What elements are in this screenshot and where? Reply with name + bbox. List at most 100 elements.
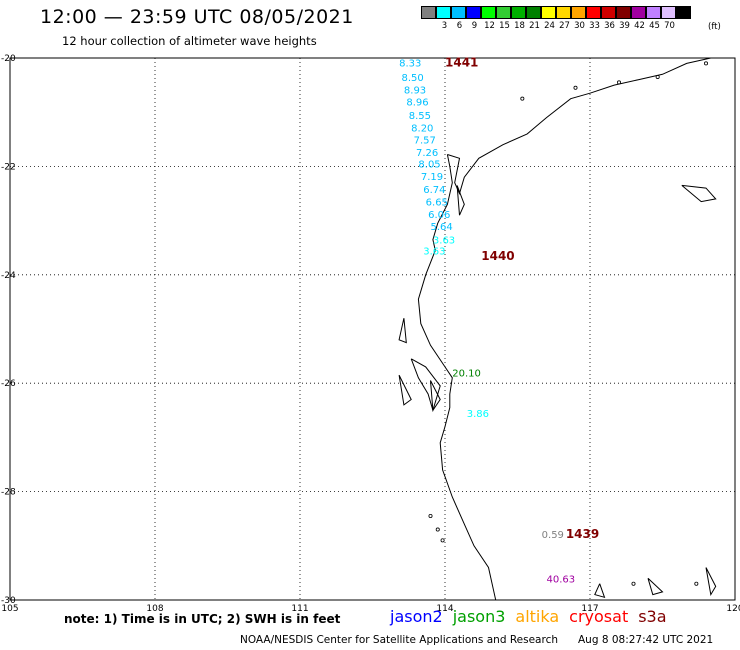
legend-bin: 42: [631, 6, 647, 31]
legend-swatch: [511, 6, 526, 19]
wave-height-value: 8.93: [404, 85, 426, 96]
coastline-segment: [430, 380, 441, 412]
map-subtitle: 12 hour collection of altimeter wave hei…: [62, 34, 317, 48]
legend-bin-label: 6: [456, 21, 463, 31]
axis-labels: 105 108 111 114 117 120 -20 -22 -24 -26 -28 -30: [1, 54, 740, 614]
wave-height-value: 7.26: [416, 148, 438, 159]
legend-bin: 36: [601, 6, 617, 31]
coastline-segment: [447, 57, 711, 195]
island: [520, 96, 525, 101]
coastline: [398, 57, 717, 601]
legend-bin-label: 15: [499, 21, 510, 31]
wave-height-value: 3.63: [423, 246, 445, 257]
legend-bin: 45: [646, 6, 662, 31]
wave-height-value: 8.05: [418, 160, 440, 171]
legend-swatch: [676, 6, 691, 19]
inland-lake: [705, 567, 717, 597]
legend-swatch: [661, 6, 676, 19]
lat-tick-label: -22: [1, 162, 16, 172]
map-title: 12:00 — 23:59 UTC 08/05/2021: [40, 6, 354, 28]
color-scale-legend: 3 6 9 12 15 18 21 24 27 30 33 36 39 42 45 70: [421, 6, 692, 31]
lon-tick-label: 114: [436, 604, 453, 614]
wave-height-labels: 8.33 8.508.938.96 8.558.207.57 7.268.057.19…: [399, 58, 575, 585]
legend-bin-label: 30: [574, 21, 585, 31]
legend-bin: 9: [466, 6, 482, 31]
pass-number-label: 1441: [445, 55, 478, 69]
satellite-legend: jason2 jason3 altika cryosat s3a: [390, 607, 677, 626]
satellite-legend-item: s3a: [638, 607, 667, 626]
legend-bin: 24: [541, 6, 557, 31]
legend-swatch: [541, 6, 556, 19]
lat-tick-label: -30: [1, 596, 16, 606]
wave-height-value: 8.96: [406, 97, 428, 108]
legend-bin: [676, 6, 692, 31]
wave-height-value: 8.50: [402, 73, 424, 84]
legend-bin-label: 70: [664, 21, 675, 31]
satellite-legend-item: cryosat: [569, 607, 629, 626]
legend-bin: [421, 6, 437, 31]
inland-lake: [594, 583, 606, 599]
lat-tick-label: -20: [1, 54, 16, 64]
legend-bin-label: 18: [514, 21, 525, 31]
island: [435, 527, 440, 532]
legend-bin: 18: [511, 6, 527, 31]
legend-swatch: [601, 6, 616, 19]
wave-height-value: 3.86: [467, 409, 489, 420]
island: [440, 538, 445, 543]
lon-tick-label: 105: [1, 604, 18, 614]
legend-bin-label: 3: [441, 21, 448, 31]
lat-tick-label: -28: [1, 488, 16, 498]
coastline-segment: [456, 185, 465, 216]
legend-bin-label: 36: [604, 21, 615, 31]
wave-height-value: 5.64: [431, 222, 453, 233]
lon-tick-label: 117: [581, 604, 598, 614]
lon-tick-label: 108: [146, 604, 163, 614]
wave-height-value: 3.63: [433, 236, 455, 247]
legend-swatch: [586, 6, 601, 19]
legend-bin: 15: [496, 6, 512, 31]
wave-height-value: 20.10: [452, 368, 481, 379]
legend-bin-label: 39: [619, 21, 630, 31]
coastline-segment: [398, 374, 412, 406]
pass-number-label: 1440: [481, 249, 514, 263]
legend-swatch: [556, 6, 571, 19]
wave-height-value: 0.59: [542, 530, 564, 541]
wave-height-value: 8.55: [409, 111, 431, 122]
legend-swatch: [526, 6, 541, 19]
map-grid: [9, 57, 736, 601]
footer-note: note: 1) Time is in UTC; 2) SWH is in fe…: [64, 612, 341, 626]
coastline-segment: [417, 154, 497, 601]
legend-bin-label: 33: [589, 21, 600, 31]
inland-lake: [681, 184, 717, 203]
coastline-segment: [398, 318, 407, 344]
generated-timestamp: Aug 8 08:27:42 UTC 2021: [578, 634, 714, 646]
legend-swatch: [451, 6, 466, 19]
legend-bin-label: 9: [471, 21, 478, 31]
legend-swatch: [646, 6, 661, 19]
legend-bin: 70: [661, 6, 677, 31]
legend-bin: 30: [571, 6, 587, 31]
lat-tick-label: -24: [1, 271, 16, 281]
satellite-legend-item: jason3: [452, 607, 506, 626]
island: [655, 74, 660, 79]
island: [617, 80, 622, 85]
legend-swatch: [481, 6, 496, 19]
legend-bin-label: 21: [529, 21, 540, 31]
lon-tick-label: 111: [291, 604, 308, 614]
legend-swatch: [421, 6, 436, 19]
wave-height-value: 8.33: [399, 58, 421, 69]
legend-bin: 3: [436, 6, 452, 31]
coastline-segment: [410, 358, 441, 413]
credit-text: NOAA/NESDIS Center for Satellite Applica…: [240, 634, 558, 646]
legend-bin: 21: [526, 6, 542, 31]
wave-height-value: 40.63: [547, 574, 576, 585]
island: [704, 61, 709, 66]
inland-lake: [647, 577, 664, 596]
island: [573, 85, 578, 90]
satellite-legend-item: altika: [515, 607, 560, 626]
satellite-legend-item: jason2: [390, 607, 443, 626]
legend-swatch: [496, 6, 511, 19]
legend-bin-label: 12: [484, 21, 495, 31]
legend-bin: 39: [616, 6, 632, 31]
